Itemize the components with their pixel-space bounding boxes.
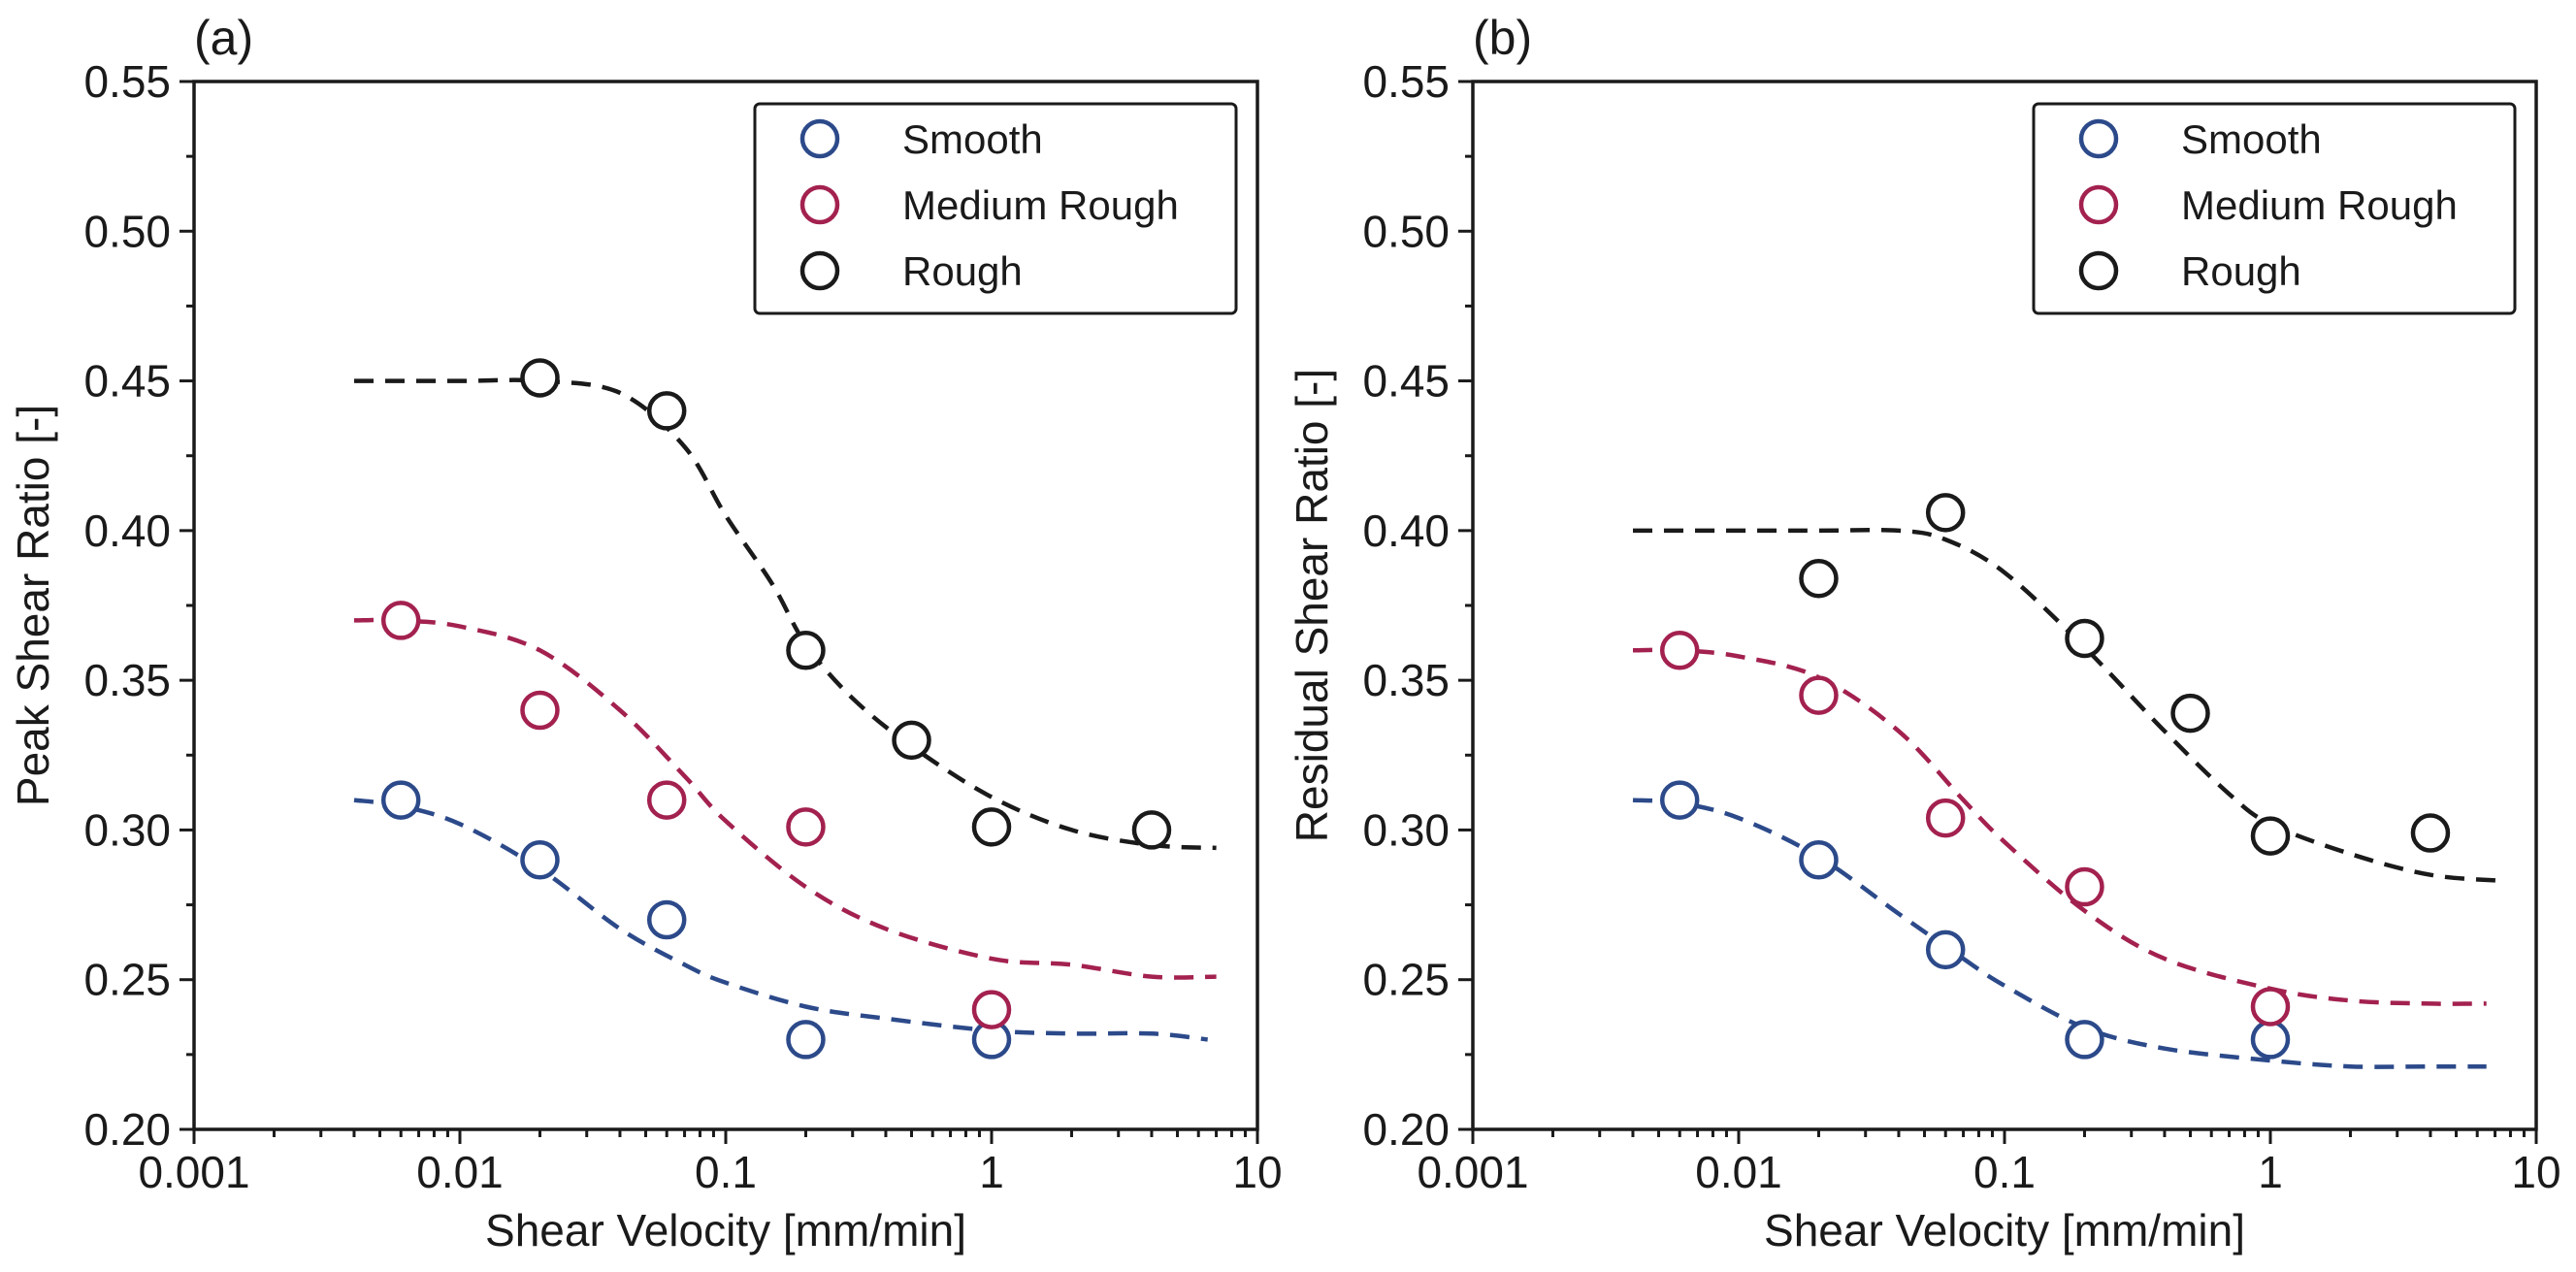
panel-a-x-tick-label: 1 — [979, 1147, 1004, 1197]
panel-a-y-tick-label: 0.30 — [83, 804, 171, 855]
panel-a-point-rough-4 — [1131, 810, 1172, 850]
panel-a-label: (a) — [194, 11, 253, 65]
panel-a-point-rough-0_2 — [786, 631, 826, 670]
panel-b-x-tick-label: 0.001 — [1417, 1147, 1528, 1197]
panel-a-y-tick-label: 0.35 — [83, 655, 171, 705]
panel-b-x-tick-label: 0.01 — [1695, 1147, 1782, 1197]
panel-b-x-axis-title: Shear Velocity [mm/min] — [1764, 1205, 2245, 1256]
panel-a-fit-line-medium-rough — [353, 617, 1217, 980]
panel-b-point-medium-rough-0_06 — [1925, 798, 1966, 838]
panel-a-x-tick-label: 0.001 — [138, 1147, 249, 1197]
panel-a-legend-frame — [753, 102, 1238, 315]
panel-a-point-medium-rough-0_2 — [786, 807, 826, 847]
panel-b-y-tick-label: 0.40 — [1362, 506, 1450, 556]
panel-b-point-rough-0_5 — [2170, 693, 2210, 734]
panel-a-point-rough-1 — [971, 807, 1012, 847]
panel-a-x-axis-title: Shear Velocity [mm/min] — [485, 1205, 966, 1256]
panel-b-legend: Smooth Medium Rough Rough — [2032, 102, 2517, 315]
panel-b-x-tick-label: 10 — [2511, 1147, 2560, 1197]
panel-b-point-smooth-1 — [2250, 1020, 2291, 1060]
panel-a-y-tick-label: 0.20 — [83, 1104, 171, 1155]
panel-a-fit-line-rough — [354, 377, 1217, 851]
panel-b-legend-label-medium-rough: Medium Rough — [2181, 182, 2458, 228]
panel-a-legend-marker-smooth — [799, 118, 840, 159]
panel-a-point-medium-rough-0_06 — [646, 780, 687, 820]
panel-b-point-medium-rough-1 — [2250, 987, 2291, 1027]
panel-b-point-rough-4 — [2410, 813, 2451, 853]
panel-b-point-rough-0_06 — [1925, 493, 1966, 533]
panel-a-fit-line-smooth — [353, 798, 1208, 1042]
panel-a-point-rough-0_02 — [520, 358, 560, 398]
panel-a-x-tick-label: 0.01 — [416, 1147, 504, 1197]
panel-b-y-tick-label: 0.50 — [1362, 206, 1450, 256]
panel-b-point-rough-0_2 — [2065, 618, 2104, 659]
panel-a-y-tick-label: 0.40 — [83, 506, 171, 556]
panel-a-point-rough-0_5 — [892, 720, 931, 761]
panel-a-y-tick-label: 0.55 — [83, 56, 171, 107]
panel-a-y-tick-label: 0.50 — [83, 206, 171, 256]
panel-b-y-tick-label: 0.35 — [1362, 655, 1450, 705]
panel-b-point-medium-rough-0_006 — [1659, 631, 1700, 670]
panel-b-y-tick-label: 0.30 — [1362, 804, 1450, 855]
panel-a-point-rough-0_06 — [646, 391, 687, 431]
panel-b-legend-label-rough: Rough — [2181, 248, 2301, 294]
panel-b-point-medium-rough-0_02 — [1799, 675, 1839, 715]
panel-a-x-tick-label: 0.1 — [695, 1147, 757, 1197]
panel-b-point-smooth-0_06 — [1925, 930, 1966, 970]
panel-b-y-tick-label: 0.25 — [1362, 955, 1450, 1005]
panel-a-legend-label-rough: Rough — [902, 248, 1023, 294]
panel-b-fit-line-medium-rough — [1632, 647, 2487, 1006]
panel-b-y-tick-label: 0.55 — [1362, 56, 1450, 107]
panel-a-x-tick-label: 10 — [1232, 1147, 1282, 1197]
panel-b-point-smooth-0_02 — [1799, 840, 1839, 880]
panel-b-point-rough-1 — [2250, 816, 2291, 856]
panel-b-x-tick-label: 0.1 — [1973, 1147, 2036, 1197]
panel-a-y-axis-title: Peak Shear Ratio [-] — [8, 405, 58, 806]
panel-b-fit-line-smooth — [1632, 798, 2487, 1069]
panel-a-legend-label-smooth: Smooth — [902, 116, 1043, 162]
panel-b-y-tick-label: 0.20 — [1362, 1104, 1450, 1155]
panel-b-x-tick-label: 1 — [2258, 1147, 2283, 1197]
panel-b-point-smooth-0_006 — [1659, 780, 1700, 820]
panel-a-legend-marker-rough — [799, 250, 840, 291]
panel-b-legend-label-smooth: Smooth — [2181, 116, 2322, 162]
panel-a-point-smooth-0_02 — [520, 840, 560, 880]
panel-a-legend-marker-medium-rough — [799, 184, 840, 225]
panel-b-y-axis-title: Residual Shear Ratio [-] — [1287, 369, 1337, 842]
panel-a-legend-label-medium-rough: Medium Rough — [902, 182, 1179, 228]
panel-b-point-medium-rough-0_2 — [2065, 866, 2104, 907]
panel-b: (b) 0.001 0.01 0.1 1 10 0.20 0.25 0.30 0.35 0.40 0.… — [1287, 11, 2561, 1256]
panel-a: (a) 0.001 0.01 0.1 1 10 0.20 0.25 0.30 0.35 0.40 0.… — [8, 11, 1283, 1256]
panel-b-point-rough-0_02 — [1799, 558, 1839, 599]
panel-a-point-medium-rough-1 — [971, 990, 1012, 1029]
panel-a-y-tick-label: 0.25 — [83, 955, 171, 1005]
panel-a-y-tick-label: 0.45 — [83, 356, 171, 407]
panel-a-point-medium-rough-0_02 — [520, 690, 560, 731]
panel-b-y-tick-label: 0.45 — [1362, 356, 1450, 407]
panel-a-point-smooth-0_06 — [646, 899, 687, 940]
panel-b-point-smooth-0_2 — [2065, 1020, 2104, 1060]
panel-a-point-medium-rough-0_006 — [380, 601, 421, 640]
panel-b-legend-marker-medium-rough — [2078, 184, 2119, 225]
panel-b-legend-marker-smooth — [2078, 118, 2119, 159]
panel-a-legend: Smooth Medium Rough Rough — [753, 102, 1238, 315]
panel-b-label: (b) — [1473, 11, 1532, 65]
panel-b-legend-frame — [2032, 102, 2517, 315]
panel-b-legend-marker-rough — [2078, 250, 2119, 291]
panel-a-point-smooth-0_2 — [786, 1020, 826, 1060]
panel-a-point-smooth-0_006 — [380, 780, 421, 820]
